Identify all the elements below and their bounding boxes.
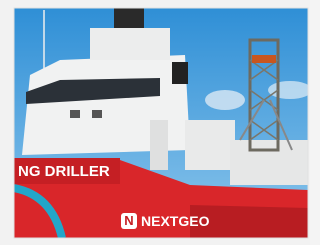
- photo: NG DRILLER N NEXTGEO: [14, 8, 310, 238]
- deck-house: [230, 140, 308, 185]
- cloud: [268, 81, 310, 99]
- door: [150, 120, 168, 170]
- bridge-top: [90, 28, 170, 60]
- logo-icon-letter: N: [124, 213, 133, 228]
- window: [70, 110, 80, 118]
- logo-text: NEXTGEO: [141, 213, 210, 229]
- page: NG DRILLER N NEXTGEO (() => { const data…: [0, 0, 310, 245]
- hull-name: NG DRILLER: [18, 163, 110, 180]
- mast: [114, 8, 144, 30]
- window: [92, 110, 102, 118]
- mast-panel: [172, 62, 188, 84]
- photo-frame: NG DRILLER N NEXTGEO: [0, 0, 310, 245]
- deck-house: [185, 120, 235, 170]
- cloud: [205, 90, 245, 110]
